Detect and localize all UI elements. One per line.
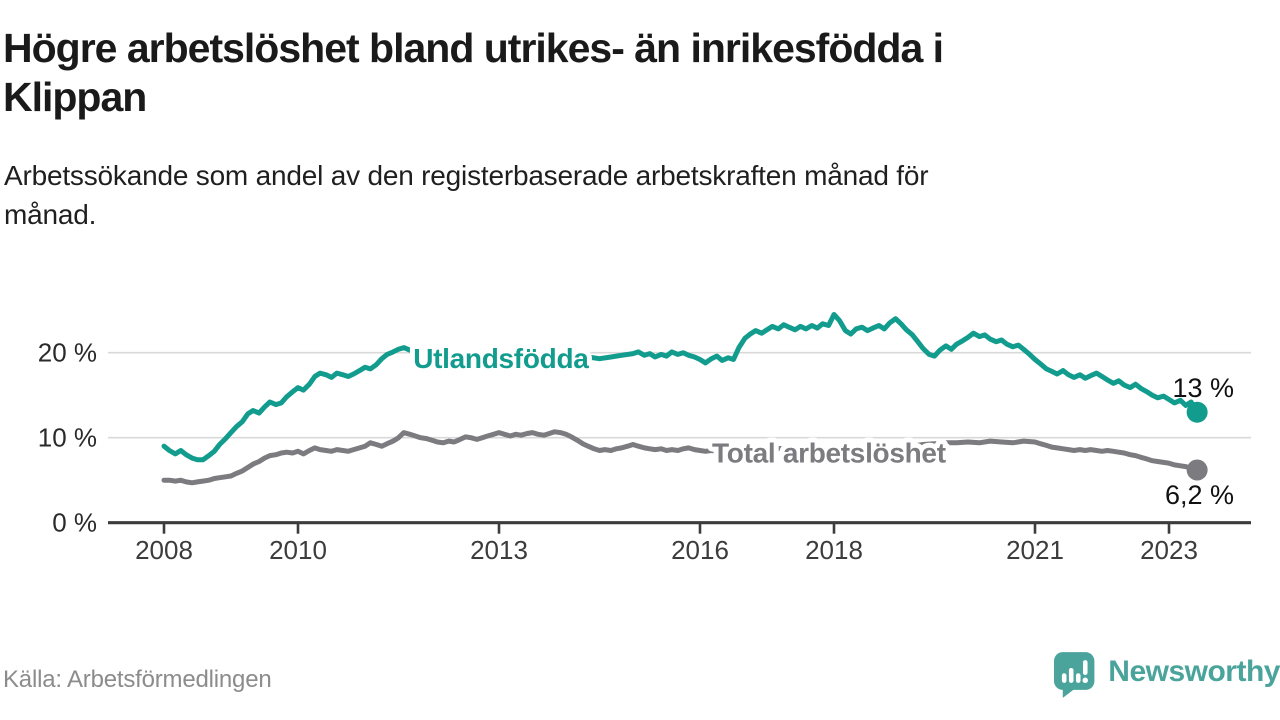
y-axis-tick-label: 20 %: [38, 338, 97, 368]
x-axis-tick-label: 2023: [1140, 535, 1198, 565]
brand-logo: Newsworthy: [1054, 648, 1280, 704]
newsworthy-chart-bubble-icon: [1054, 652, 1095, 698]
source-attribution: Källa: Arbetsförmedlingen: [3, 666, 272, 693]
x-axis-tick-label: 2021: [1006, 535, 1064, 565]
x-axis-tick-label: 2018: [805, 535, 863, 565]
series-label-utlandsfodda: Utlandsfödda: [413, 343, 589, 374]
series-label-total-arbetsloshet: Total arbetslöshet: [712, 437, 946, 468]
page-title: Högre arbetslöshet bland utrikes- än inr…: [3, 24, 1273, 122]
series-line-utlandsfodda: [161, 312, 1200, 463]
x-axis-tick-label: 2010: [269, 535, 327, 565]
series-end-value-label-utlandsfodda: 13 %: [1172, 373, 1234, 403]
series-end-dot-total-arbetsloshet: [1186, 459, 1208, 481]
chart-subtitle-line2: månad.: [4, 199, 97, 230]
page-title-line1: Högre arbetslöshet bland utrikes- än inr…: [3, 25, 944, 71]
brand-name: Newsworthy: [1108, 655, 1280, 688]
series-line-total-arbetsloshet: [161, 429, 1200, 486]
series-end-value-label-total-arbetsloshet: 6,2 %: [1165, 480, 1234, 510]
chart-subtitle-line1: Arbetssökande som andel av den registerb…: [4, 160, 929, 191]
series-end-dot-utlandsfodda: [1186, 401, 1208, 423]
x-axis-tick-label: 2008: [135, 535, 193, 565]
x-axis-tick-label: 2013: [470, 535, 528, 565]
y-axis-tick-label: 0 %: [52, 508, 97, 538]
y-axis-tick-label: 10 %: [38, 423, 97, 453]
x-axis-tick-label: 2016: [671, 535, 729, 565]
chart-subtitle: Arbetssökande som andel av den registerb…: [4, 156, 1224, 234]
page-title-line2: Klippan: [3, 74, 147, 120]
